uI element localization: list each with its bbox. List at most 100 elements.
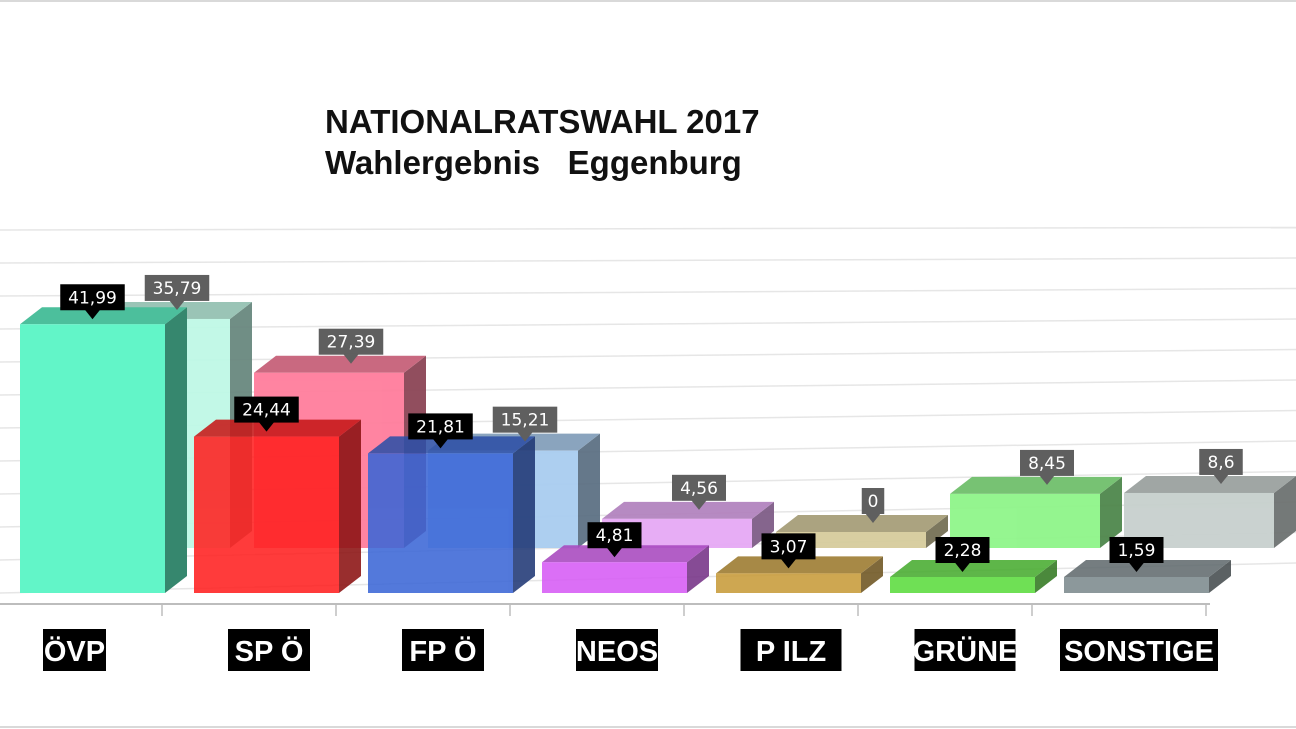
front-value-label: 24,44 xyxy=(234,396,299,432)
front-bar xyxy=(368,436,535,593)
back-value-label-text: 15,21 xyxy=(501,411,550,431)
back-value-label-box xyxy=(861,488,885,514)
front-value-label: 2,28 xyxy=(935,537,990,572)
front-value-label-text: 21,81 xyxy=(416,417,465,437)
back-bar xyxy=(1124,475,1296,548)
chart-title: NATIONALRATSWAHL 2017 xyxy=(325,103,760,140)
gridline xyxy=(0,287,1296,297)
back-bar xyxy=(950,476,1122,548)
back-value-label: 0 xyxy=(861,488,885,523)
front-value-label: 41,99 xyxy=(60,284,125,320)
front-value-label-pointer xyxy=(258,421,275,432)
back-value-label-pointer xyxy=(1213,473,1229,484)
gridline xyxy=(0,257,1296,264)
back-value-label: 8,45 xyxy=(1020,449,1074,485)
front-bar xyxy=(194,419,361,593)
front-bar-side xyxy=(687,545,709,593)
front-value-label-pointer xyxy=(432,438,449,449)
front-value-label-text: 2,28 xyxy=(944,541,982,561)
front-bar xyxy=(890,560,1057,593)
front-value-label-pointer xyxy=(954,562,971,572)
front-bar-side xyxy=(1035,560,1057,593)
back-bar-side xyxy=(1100,476,1122,548)
category-label-text: ÖVP xyxy=(44,635,105,668)
front-bar-top xyxy=(368,436,535,454)
chart-subtitle: Wahlergebnis Eggenburg xyxy=(325,144,742,181)
back-value-label-text: 35,79 xyxy=(153,279,202,299)
category-label-plate xyxy=(576,629,658,671)
back-value-label-text: 4,56 xyxy=(680,479,718,499)
front-bar-top xyxy=(1064,560,1231,577)
front-value-label: 3,07 xyxy=(761,533,816,569)
category-label-plate xyxy=(402,629,484,671)
front-value-label-pointer xyxy=(84,309,101,320)
front-bar xyxy=(716,556,883,593)
front-bar-face xyxy=(368,453,513,593)
back-value-label-pointer xyxy=(343,353,359,364)
front-bar-top xyxy=(194,419,361,437)
front-value-label-box xyxy=(60,284,125,311)
back-value-label-box xyxy=(492,406,558,433)
back-bar-side xyxy=(578,433,600,548)
category-label: SP Ö xyxy=(228,629,310,671)
back-bar-top xyxy=(254,355,426,373)
back-value-label-pointer xyxy=(865,513,881,523)
front-value-label: 21,81 xyxy=(408,413,473,449)
category-label-plate xyxy=(43,629,106,671)
front-bar-side xyxy=(165,307,187,593)
data-labels: 35,79 27,39 15,21 4,56 0 8,45 8,6 41,99 24,44 21,… xyxy=(60,274,1243,572)
front-value-label-box xyxy=(1109,537,1164,563)
front-value-label-pointer xyxy=(1128,562,1145,572)
front-bar-top xyxy=(890,560,1057,577)
back-value-label-box xyxy=(1020,449,1074,476)
back-value-label: 27,39 xyxy=(318,328,384,364)
front-value-label-text: 3,07 xyxy=(770,537,808,557)
back-value-label: 15,21 xyxy=(492,406,558,442)
back-value-label: 8,6 xyxy=(1199,448,1243,484)
front-value-label-box xyxy=(935,537,990,563)
front-bar xyxy=(1064,560,1231,593)
front-value-label-pointer xyxy=(606,547,623,558)
front-value-label-text: 4,81 xyxy=(596,526,634,546)
front-bar-side xyxy=(861,556,883,593)
back-bar-top xyxy=(950,476,1122,494)
front-value-label-box xyxy=(234,396,299,423)
front-bar-top xyxy=(716,556,883,574)
back-value-label: 35,79 xyxy=(144,274,210,310)
gridline xyxy=(0,226,1296,231)
back-value-label-text: 8,6 xyxy=(1207,453,1234,473)
front-bar xyxy=(20,307,187,593)
back-value-label-box xyxy=(672,474,726,501)
back-value-label-pointer xyxy=(517,431,533,442)
back-value-label-text: 0 xyxy=(868,492,879,512)
category-labels: ÖVP SP Ö FP Ö NEOS P ILZ GRÜNE SONSTIGE xyxy=(43,629,1218,671)
back-value-label: 4,56 xyxy=(672,474,726,510)
front-value-label-box xyxy=(408,413,473,440)
front-bar-face xyxy=(20,324,165,593)
category-label-plate xyxy=(914,629,1016,671)
back-value-label-text: 27,39 xyxy=(327,333,376,353)
front-row-bars xyxy=(20,307,1231,593)
back-value-label-pointer xyxy=(169,299,185,310)
category-label-plate xyxy=(740,629,842,671)
front-value-label: 4,81 xyxy=(587,522,642,558)
category-label: GRÜNE xyxy=(913,629,1017,671)
front-bar xyxy=(542,545,709,593)
front-bar-top xyxy=(20,307,187,325)
back-bar-top xyxy=(602,501,774,519)
category-label-plate xyxy=(1060,629,1218,671)
back-value-label-pointer xyxy=(691,499,707,510)
front-bar-face xyxy=(716,573,861,593)
front-value-label-text: 41,99 xyxy=(68,288,117,308)
category-label-plate xyxy=(228,629,310,671)
front-bar-face xyxy=(1064,577,1209,593)
back-value-label-box xyxy=(144,274,210,301)
front-bar-side xyxy=(1209,560,1231,593)
front-value-label-pointer xyxy=(780,558,797,569)
front-value-label-box xyxy=(761,533,816,560)
front-value-label-text: 24,44 xyxy=(242,401,291,421)
front-bar-side xyxy=(339,419,361,593)
category-label: SONSTIGE xyxy=(1060,629,1218,671)
front-value-label-text: 1,59 xyxy=(1118,541,1156,561)
